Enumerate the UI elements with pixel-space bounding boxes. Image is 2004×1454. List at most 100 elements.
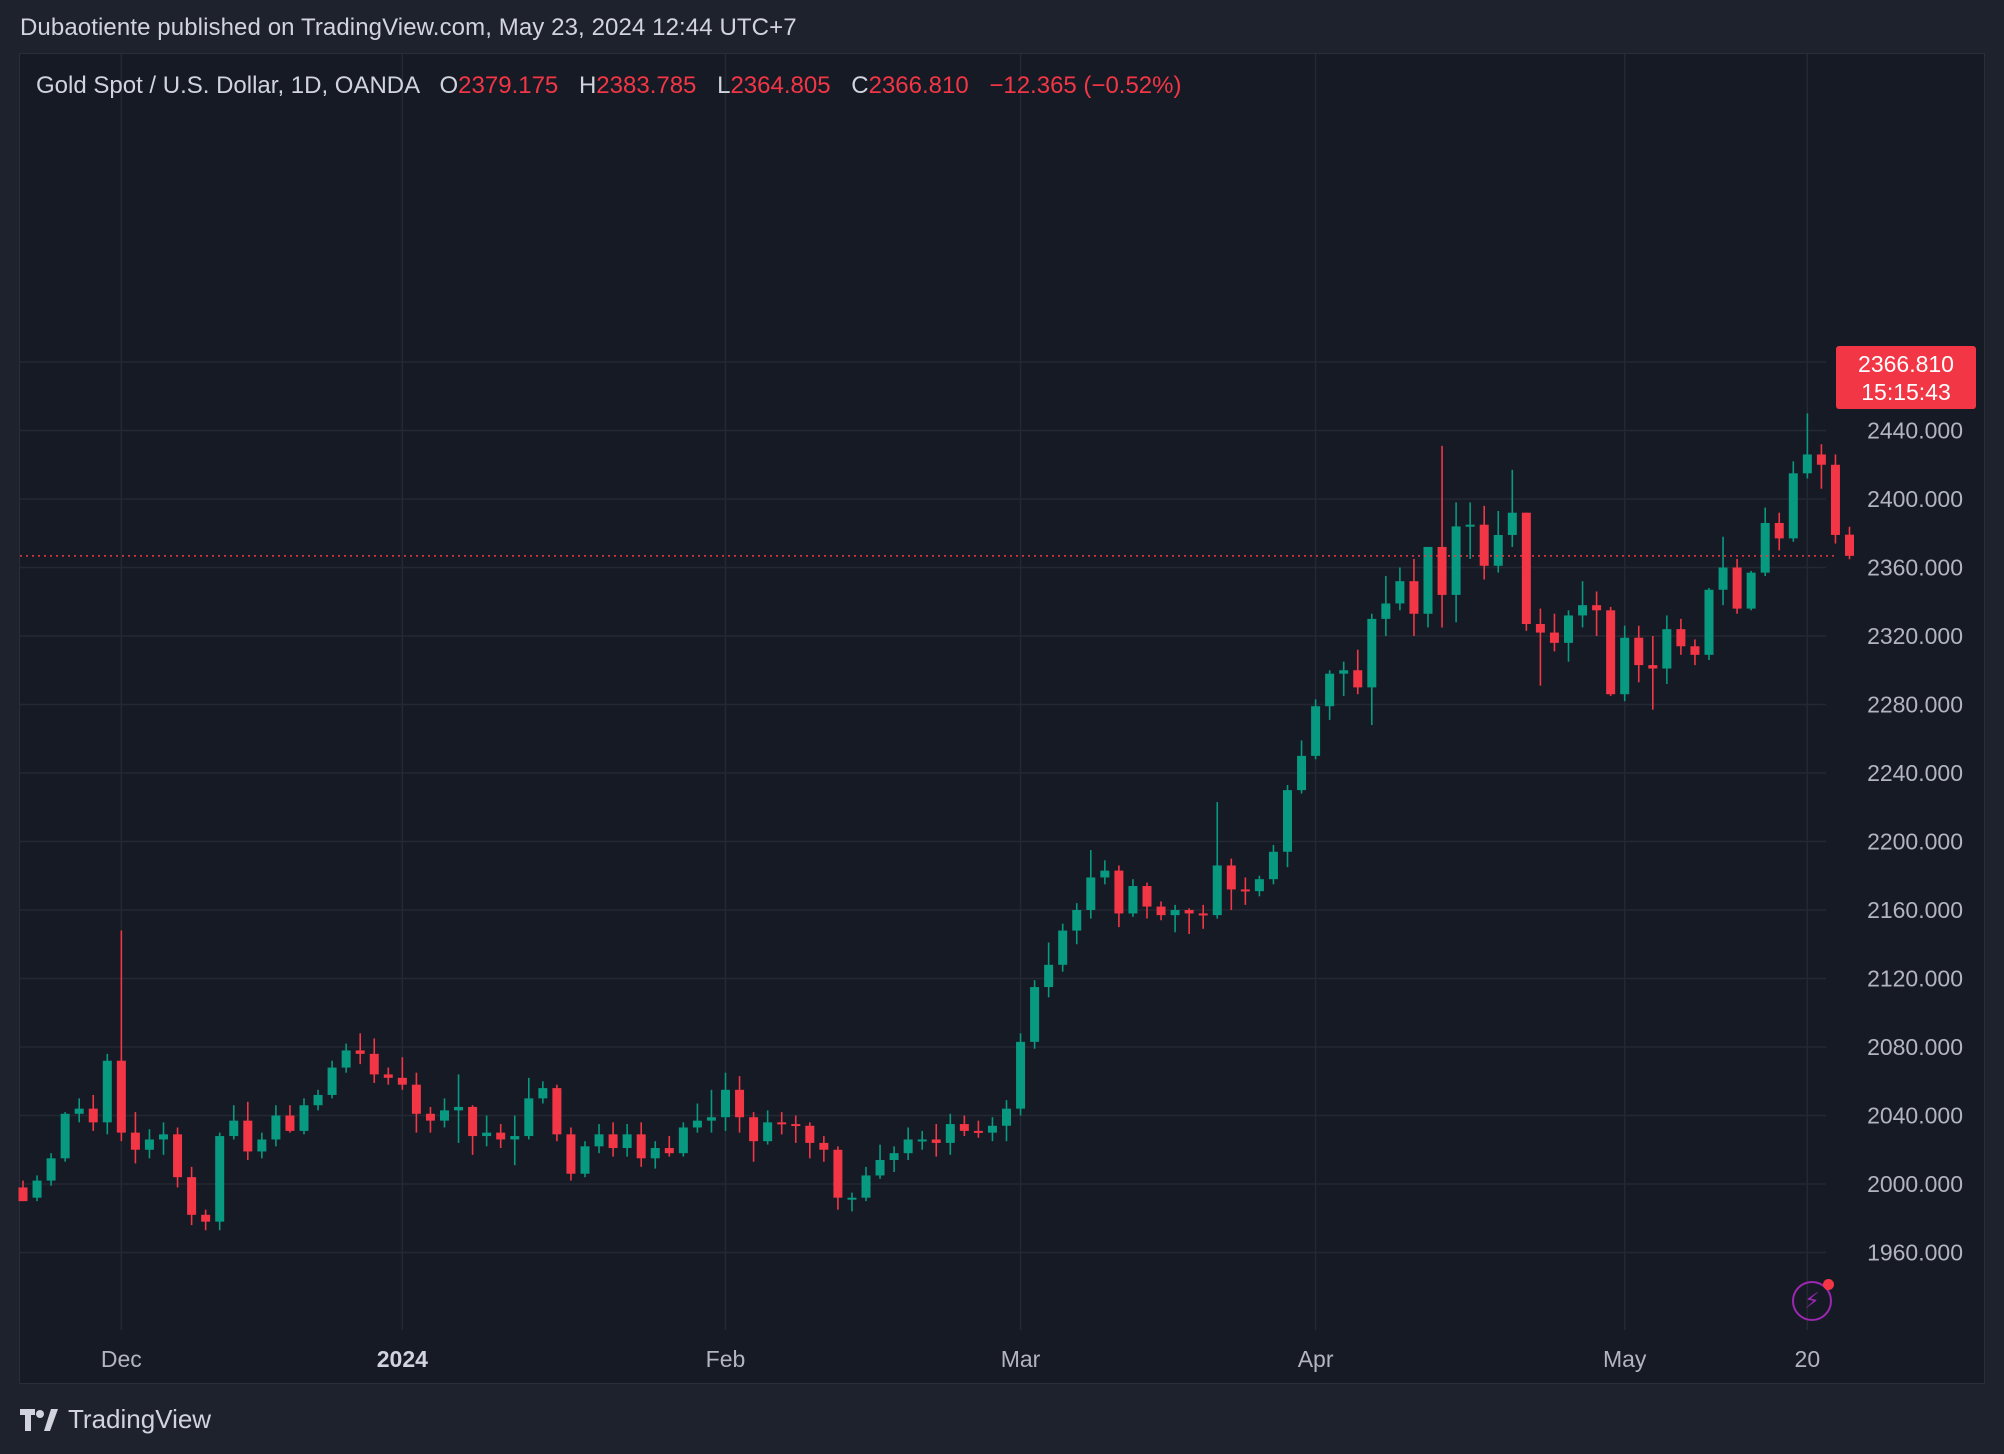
candle-body [60, 1113, 70, 1159]
low-key: L [717, 72, 731, 99]
candle-body [1325, 673, 1335, 707]
candle-body [524, 1098, 534, 1137]
candle-body [440, 1110, 449, 1121]
candle-body [369, 1053, 379, 1075]
candle-body [1226, 865, 1236, 890]
candle-body [1535, 624, 1545, 633]
candle-body [411, 1084, 421, 1114]
candles [18, 413, 1854, 1231]
y-tick-label: 2160.000 [1867, 897, 1963, 923]
symbol-description[interactable]: Gold Spot / U.S. Dollar, 1D, OANDA [36, 72, 419, 99]
candle-body [1845, 534, 1854, 556]
y-tick-label: 2040.000 [1867, 1103, 1963, 1129]
x-tick-label: May [1603, 1346, 1647, 1372]
x-tick-label: Dec [101, 1346, 142, 1372]
candle-body [1044, 964, 1054, 988]
candle-body [271, 1115, 281, 1140]
candle-body [1367, 618, 1377, 688]
lightning-icon[interactable]: ⚡ [1792, 1279, 1834, 1321]
candle-body [1592, 605, 1602, 611]
tradingview-brand[interactable]: TradingView [20, 1404, 211, 1435]
candle-body [397, 1077, 407, 1085]
candle-body [1198, 913, 1208, 916]
high-key: H [578, 72, 597, 99]
candle-body [580, 1146, 590, 1174]
candle-body [187, 1177, 197, 1215]
candle-body [1283, 790, 1292, 852]
candle-body [496, 1132, 506, 1140]
candle-body [945, 1124, 955, 1143]
close-key: C [851, 72, 869, 99]
candle-body [706, 1117, 716, 1121]
candle-body [1423, 546, 1433, 614]
candle-body [1451, 526, 1461, 595]
candle-body [833, 1149, 843, 1198]
candle-body [721, 1089, 730, 1118]
candle-body [327, 1067, 337, 1095]
candle-body [1479, 524, 1489, 566]
open-value: 2379.175 [458, 72, 559, 99]
candle-body [1184, 910, 1194, 914]
low-value: 2364.805 [730, 72, 831, 99]
candle-body [1760, 522, 1770, 573]
candle-body [566, 1134, 576, 1174]
candle-body [1648, 665, 1658, 669]
candle-body [1339, 670, 1349, 674]
candle-body [383, 1074, 393, 1078]
y-tick-label: 2240.000 [1867, 760, 1963, 786]
x-tick-label: Feb [706, 1346, 746, 1372]
candle-body [1030, 987, 1040, 1042]
candle-body [636, 1134, 646, 1159]
candle-body [791, 1124, 801, 1127]
last-price: 2366.810 [1858, 351, 1954, 377]
candle-body [299, 1105, 309, 1131]
x-tick-label: 2024 [377, 1346, 428, 1372]
candle-body [1465, 524, 1475, 527]
candle-body [1704, 589, 1714, 655]
candle-body [692, 1120, 702, 1128]
candle-body [889, 1153, 899, 1161]
candle-body [1493, 534, 1503, 566]
open-key: O [439, 72, 459, 99]
candle-body [664, 1148, 674, 1154]
x-tick-label: Apr [1298, 1346, 1334, 1372]
candle-body [355, 1050, 365, 1054]
candle-body [32, 1180, 42, 1198]
candle-body [735, 1089, 745, 1118]
x-axis: Dec 2024 Feb Mar Apr May 20 [101, 1346, 1820, 1372]
bar-countdown: 15:15:43 [1861, 379, 1951, 405]
candle-body [1521, 512, 1531, 625]
chart-frame [19, 53, 1985, 1384]
candle-body [1002, 1108, 1011, 1126]
x-tick-label: 20 [1795, 1346, 1821, 1372]
candle-body [1086, 877, 1096, 910]
candle-body [903, 1139, 913, 1154]
candle-body [116, 1060, 126, 1133]
candle-body [959, 1124, 969, 1131]
close-value: 2366.810 [868, 72, 969, 99]
candle-body [777, 1122, 787, 1125]
candle-body [608, 1134, 618, 1149]
candle-body [622, 1134, 632, 1149]
candle-body [144, 1139, 154, 1150]
candle-body [1788, 473, 1798, 539]
candle-body [1381, 603, 1391, 619]
candle-body [650, 1148, 660, 1159]
candle-body [1578, 605, 1588, 616]
candle-body [1254, 879, 1264, 892]
candle-body [538, 1088, 548, 1099]
ohlc-legend: Gold Spot / U.S. Dollar, 1D, OANDA O2379… [36, 72, 1181, 100]
y-tick-label: 2000.000 [1867, 1171, 1963, 1197]
x-tick-label: Mar [1001, 1346, 1041, 1372]
candle-body [594, 1134, 604, 1147]
candle-body [749, 1117, 759, 1142]
grid-lines [20, 54, 1826, 1330]
candle-body [18, 1187, 28, 1202]
notification-dot [1823, 1279, 1834, 1290]
candle-body [313, 1094, 323, 1106]
candle-body [1718, 567, 1728, 590]
candle-body [973, 1130, 983, 1133]
candle-body [1549, 632, 1559, 643]
y-tick-label: 2400.000 [1867, 486, 1963, 512]
